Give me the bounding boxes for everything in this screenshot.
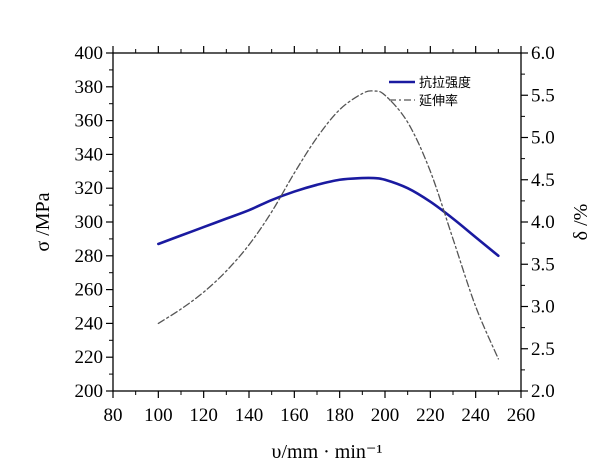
y-left-tick-label: 200 bbox=[75, 381, 104, 402]
y-left-tick-label: 220 bbox=[75, 347, 104, 368]
y-right-tick-label: 4.5 bbox=[531, 170, 555, 191]
y-left-tick-label: 340 bbox=[75, 144, 104, 165]
y-left-tick-label: 280 bbox=[75, 246, 104, 267]
y-left-tick-label: 260 bbox=[75, 280, 104, 301]
axes: 80 100 120 140 160 180 200 220 240 260 200 220 240 26… bbox=[75, 43, 555, 426]
y-left-tick-label: 360 bbox=[75, 111, 104, 132]
y-right-tick-label: 5.5 bbox=[531, 85, 555, 106]
x-tick-label: 160 bbox=[280, 405, 309, 426]
series-line-tensile-strength bbox=[157, 176, 500, 258]
x-tick-label: 240 bbox=[461, 405, 490, 426]
x-tick-label: 100 bbox=[144, 405, 173, 426]
legend-label: 抗拉强度 bbox=[419, 75, 471, 91]
x-tick-label: 180 bbox=[325, 405, 354, 426]
x-axis-label: υ/mm · min⁻¹ bbox=[272, 441, 383, 463]
y-right-tick-label: 2.5 bbox=[531, 339, 555, 360]
x-tick-label: 220 bbox=[416, 405, 445, 426]
y-left-tick-label: 300 bbox=[75, 212, 104, 233]
y-left-tick-label: 320 bbox=[75, 178, 104, 199]
y-right-tick-label: 2.0 bbox=[531, 381, 555, 402]
y-right-tick-label: 3.0 bbox=[531, 297, 555, 318]
x-tick-label: 140 bbox=[235, 405, 264, 426]
y-axis-left-label: σ /MPa bbox=[32, 192, 54, 251]
series-layer bbox=[157, 90, 500, 360]
x-tick-label: 80 bbox=[104, 405, 123, 426]
y-right-tick-label: 5.0 bbox=[531, 128, 555, 149]
y-axis-right-label: δ /% bbox=[570, 204, 592, 241]
y-left-tick-label: 380 bbox=[75, 77, 104, 98]
y-left-tick-label: 400 bbox=[75, 43, 104, 64]
x-tick-label: 120 bbox=[189, 405, 218, 426]
y-right-tick-label: 4.0 bbox=[531, 212, 555, 233]
plot-frame bbox=[112, 52, 522, 392]
x-tick-label: 200 bbox=[371, 405, 400, 426]
y-right-tick-label: 3.5 bbox=[531, 254, 555, 275]
x-tick-label: 260 bbox=[507, 405, 536, 426]
series-line-elongation bbox=[157, 90, 499, 360]
y-right-tick-label: 6.0 bbox=[531, 43, 555, 64]
y-left-tick-label: 240 bbox=[75, 313, 104, 334]
legend-label: 延伸率 bbox=[419, 93, 458, 109]
